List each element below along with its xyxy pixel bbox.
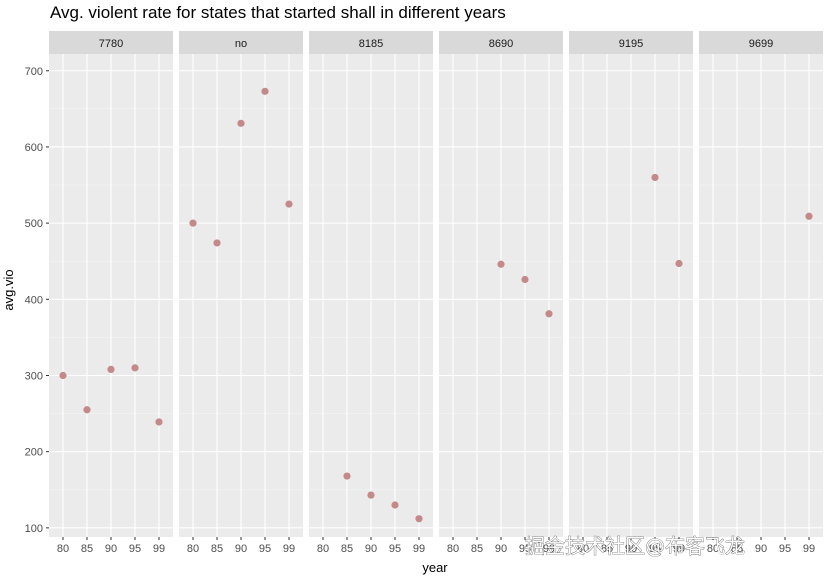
data-point [651, 173, 659, 182]
facet-panel-9195: 9195 80 85 90 95 99 [569, 31, 693, 555]
data-point [107, 365, 115, 373]
data-point [521, 275, 529, 284]
x-tick-label: 99 [413, 543, 425, 555]
facet-panel-8185: 8185 80 85 90 95 99 [309, 31, 433, 555]
y-tick-label: 600 [25, 142, 43, 154]
x-tick-label: 80 [707, 543, 719, 555]
data-point [155, 418, 163, 426]
data-point [415, 515, 423, 523]
data-point [189, 219, 197, 227]
x-tick-label: 95 [389, 543, 401, 555]
x-axis-title: year [422, 560, 448, 575]
x-tick-label: 90 [235, 543, 247, 555]
x-tick-label: 85 [341, 543, 353, 555]
x-tick-label: 80 [577, 543, 589, 555]
facet-panel-no: no 80 85 90 95 99 [179, 31, 303, 555]
facet-panels: 7780 80 85 90 95 99 no 80 85 90 95 99 8185 80 85 90 95 99… [49, 31, 823, 555]
x-tick-label: 90 [755, 543, 767, 555]
data-point [237, 119, 245, 127]
x-tick-label: 99 [153, 543, 165, 555]
x-tick-label: 95 [129, 543, 141, 555]
facet-strip [49, 31, 173, 54]
data-point [545, 310, 553, 318]
x-tick-label: 99 [283, 543, 295, 555]
data-point [59, 371, 67, 380]
x-tick-label: 90 [625, 543, 637, 555]
y-tick-label: 700 [25, 66, 43, 78]
facet-panel-9699: 9699 80 85 90 95 99 [699, 31, 823, 555]
facet-panel-7780: 7780 80 85 90 95 99 [49, 31, 173, 555]
y-tick-label: 400 [25, 294, 43, 306]
data-point [285, 200, 293, 208]
x-tick-label: 80 [447, 543, 459, 555]
x-tick-label: 95 [649, 543, 661, 555]
facet-strip-label: 7780 [99, 38, 123, 50]
facet-strip-label: 8690 [489, 38, 513, 50]
y-tick-label: 300 [25, 370, 43, 382]
x-tick-label: 85 [601, 543, 613, 555]
x-tick-label: 99 [803, 543, 815, 555]
x-tick-label: 90 [105, 543, 117, 555]
facet-strip-label: no [235, 38, 247, 50]
x-tick-label: 80 [187, 543, 199, 555]
data-point [83, 406, 91, 414]
y-tick-label: 200 [25, 447, 43, 459]
y-tick-label: 500 [25, 218, 43, 230]
y-axis: 100 200 300 400 500 600 700 [25, 66, 49, 535]
facet-strip [699, 31, 823, 54]
data-point [261, 87, 269, 95]
data-point [131, 364, 139, 372]
y-tick-label: 100 [25, 523, 43, 535]
data-point [213, 239, 221, 247]
data-point [391, 501, 399, 509]
x-tick-label: 85 [211, 543, 223, 555]
x-tick-label: 99 [673, 543, 685, 555]
data-point [343, 472, 351, 480]
facet-strip-label: 9195 [619, 38, 643, 50]
x-tick-label: 99 [543, 543, 555, 555]
facet-strip [179, 31, 303, 54]
data-point [675, 259, 683, 268]
data-point [805, 212, 813, 220]
facet-strip-label: 8185 [359, 38, 383, 50]
facet-strip [309, 31, 433, 54]
y-axis-title: avg.vio [1, 269, 16, 310]
x-tick-label: 95 [259, 543, 271, 555]
facet-strip [439, 31, 563, 54]
x-tick-label: 85 [471, 543, 483, 555]
x-tick-label: 80 [57, 543, 69, 555]
x-tick-label: 90 [365, 543, 377, 555]
x-tick-label: 90 [495, 543, 507, 555]
x-tick-label: 80 [317, 543, 329, 555]
data-point [497, 260, 505, 268]
x-tick-label: 95 [779, 543, 791, 555]
facet-panel-8690: 8690 80 85 90 95 99 [439, 31, 563, 555]
x-tick-label: 85 [81, 543, 93, 555]
data-point [367, 491, 375, 499]
watermark-text: 掘金技术社区@布客飞龙 [525, 534, 745, 558]
chart-title: Avg. violent rate for states that starte… [50, 3, 506, 22]
facet-strip [569, 31, 693, 54]
x-tick-label: 85 [731, 543, 743, 555]
x-tick-label: 95 [519, 543, 531, 555]
facet-strip-label: 9699 [749, 38, 773, 50]
